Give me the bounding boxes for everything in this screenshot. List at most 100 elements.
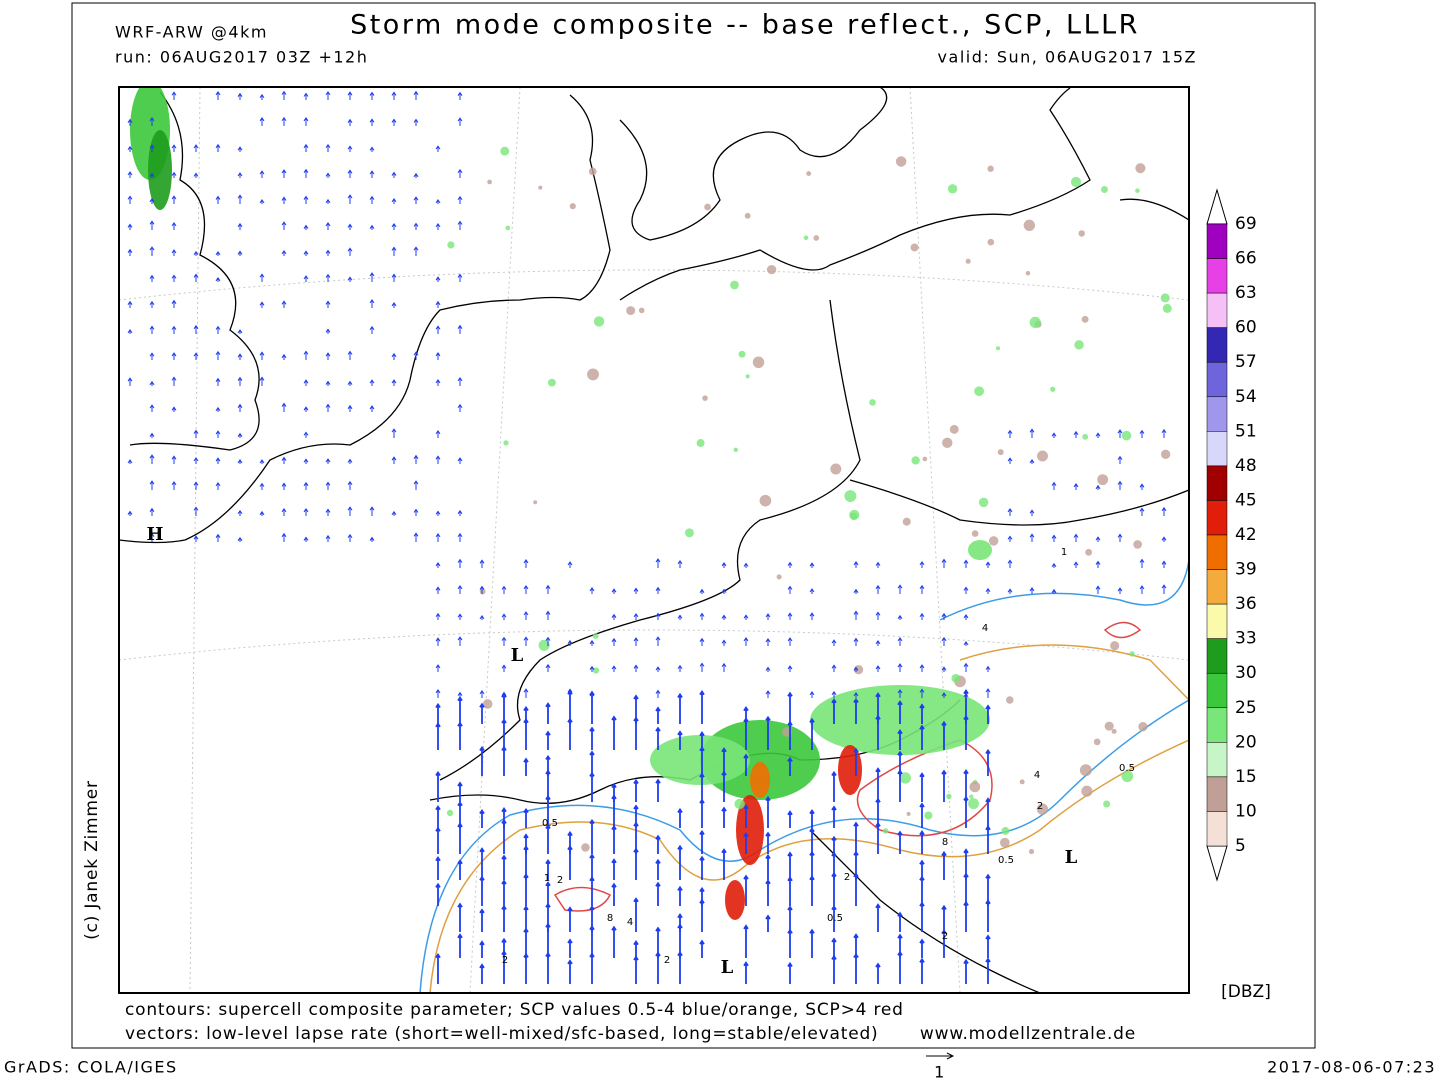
vector (963, 559, 969, 568)
vector (787, 637, 793, 646)
vector (831, 805, 837, 828)
colorbar-box (1206, 534, 1228, 570)
vector (237, 509, 243, 516)
vector (985, 688, 991, 698)
vector (589, 640, 595, 646)
vector (435, 637, 441, 646)
vector (391, 456, 397, 464)
vector (897, 950, 903, 984)
vector (281, 456, 287, 464)
contour-label: 2 (1037, 801, 1043, 812)
vector (567, 906, 573, 932)
vector (941, 666, 947, 672)
vector (853, 610, 859, 620)
vector (149, 197, 155, 204)
vector (787, 691, 793, 724)
vector (501, 613, 507, 620)
vector (457, 220, 463, 230)
vector (171, 274, 177, 282)
vector (611, 665, 617, 672)
colorbar-box (1206, 292, 1228, 328)
echo (725, 880, 745, 920)
vector (215, 457, 221, 464)
scp-contour (939, 559, 1189, 621)
vector (479, 614, 485, 620)
vector (435, 562, 441, 568)
vector (787, 928, 793, 958)
vector (127, 118, 133, 126)
vector (501, 950, 507, 984)
vector (369, 118, 375, 126)
vector (215, 195, 221, 204)
vector (963, 641, 969, 646)
colorbar-box (1206, 603, 1228, 639)
scp-contour-high (553, 621, 1142, 912)
vector (985, 748, 991, 776)
vector (1051, 534, 1057, 542)
vector (347, 247, 353, 256)
echo (650, 735, 750, 785)
vector (215, 350, 221, 360)
vector (831, 905, 837, 932)
vector (193, 250, 199, 256)
vector (435, 276, 441, 282)
echo (1036, 803, 1049, 815)
echo (853, 665, 864, 675)
vector (435, 689, 441, 698)
vector (281, 90, 287, 100)
vector (215, 325, 221, 334)
vector (1161, 506, 1167, 516)
contour-label: 1 (1061, 547, 1067, 558)
vector (963, 714, 969, 750)
vector (721, 614, 727, 620)
echo (736, 795, 764, 865)
vector (435, 429, 441, 438)
vector (963, 872, 969, 906)
echo (899, 772, 912, 784)
vector (589, 665, 595, 672)
vector (259, 273, 265, 282)
echo (968, 798, 979, 810)
software: GrADS: COLA/IGES (4, 1058, 178, 1077)
vector (193, 324, 199, 334)
vector (149, 404, 155, 412)
vector (1117, 587, 1123, 594)
vector (919, 829, 925, 854)
vector (589, 853, 595, 880)
vector (479, 559, 485, 568)
echo (1085, 548, 1093, 556)
vector (303, 195, 309, 204)
vector (1161, 536, 1167, 542)
echo (968, 540, 992, 560)
vector (127, 223, 133, 230)
vector (897, 830, 903, 854)
vector (435, 826, 441, 854)
vector (633, 612, 639, 620)
vector (963, 900, 969, 932)
vector (193, 352, 199, 360)
vector (633, 939, 639, 958)
vector (237, 172, 243, 178)
vector (127, 248, 133, 256)
coastline (619, 87, 1091, 301)
vector (259, 301, 265, 308)
vector (523, 952, 529, 984)
vector (303, 224, 309, 230)
vector (479, 585, 485, 594)
vector (215, 91, 221, 100)
vector (589, 876, 595, 906)
echo (969, 794, 974, 799)
echo (1078, 230, 1085, 237)
echo (1135, 188, 1140, 193)
vector (567, 561, 573, 568)
vector (171, 455, 177, 464)
vector (325, 143, 331, 152)
echo (974, 386, 985, 397)
vector (875, 665, 881, 672)
vector (743, 924, 749, 958)
vector (765, 690, 771, 698)
vector (787, 876, 793, 906)
vector-scale-label: 1 (934, 1063, 946, 1080)
vector (545, 584, 551, 594)
